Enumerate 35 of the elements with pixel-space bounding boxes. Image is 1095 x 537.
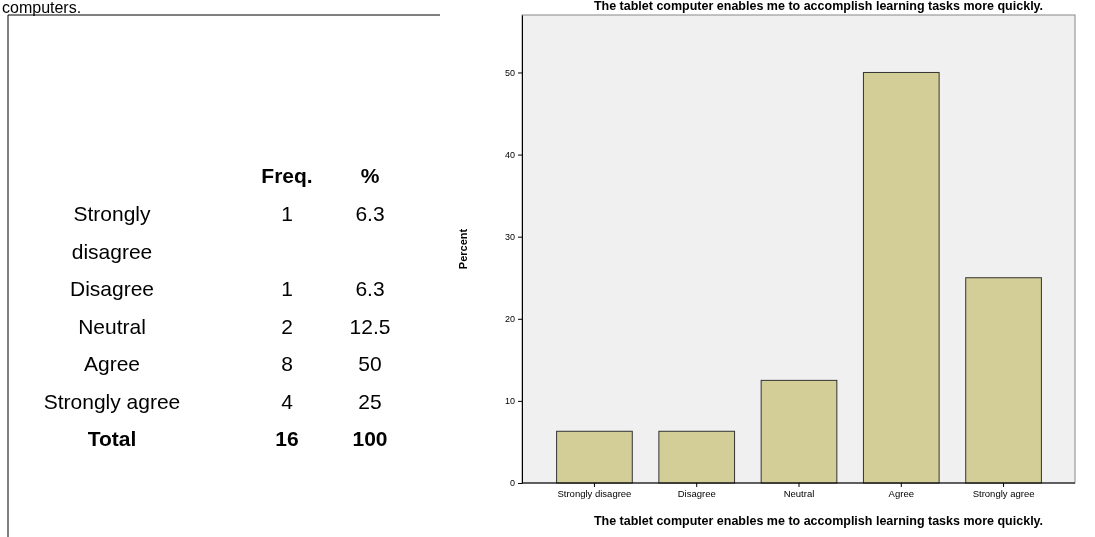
- text: 6.3: [355, 277, 385, 300]
- text: 4: [281, 389, 294, 413]
- text: 1: [281, 277, 293, 300]
- text: 6.3: [355, 202, 385, 225]
- text: 16: [275, 427, 299, 450]
- category-label: Agree: [83, 352, 141, 375]
- category-label: Neutral: [78, 314, 146, 338]
- text: 25: [358, 389, 382, 413]
- category-label: Strongly disagree: [71, 202, 153, 263]
- x-tick-label: Disagree: [677, 487, 716, 499]
- y-axis-title: Percent: [457, 228, 469, 270]
- x-tick-label: Strongly agree: [972, 487, 1035, 499]
- x-tick-label: Neutral: [783, 487, 815, 499]
- x-axis-title: The tablet computer enables me to accomplish learning tasks more quickly.: [593, 514, 1044, 528]
- text: 12.5: [349, 314, 391, 338]
- y-tick-label: 50: [504, 67, 515, 78]
- text: 1: [281, 202, 293, 225]
- text: %: [360, 164, 380, 187]
- text: 2: [281, 314, 293, 338]
- text: Freq.: [261, 164, 313, 187]
- text: 8: [281, 352, 293, 375]
- y-tick-label: 40: [504, 149, 515, 160]
- y-tick-label: 20: [504, 314, 515, 325]
- category-label: Strongly agree: [43, 389, 181, 413]
- y-tick-label: 0: [509, 478, 515, 489]
- category-label: Disagree: [69, 277, 155, 300]
- y-tick-label: 30: [504, 232, 515, 243]
- text: Total: [87, 427, 137, 450]
- text: 50: [358, 352, 382, 375]
- text: computers.: [2, 0, 82, 16]
- x-tick-label: Agree: [888, 487, 914, 499]
- text: 100: [352, 427, 388, 450]
- x-tick-label: Strongly disagree: [557, 487, 632, 499]
- y-tick-label: 10: [504, 396, 515, 407]
- chart-title: The tablet computer enables me to accomplish learning tasks more quickly.: [593, 0, 1044, 13]
